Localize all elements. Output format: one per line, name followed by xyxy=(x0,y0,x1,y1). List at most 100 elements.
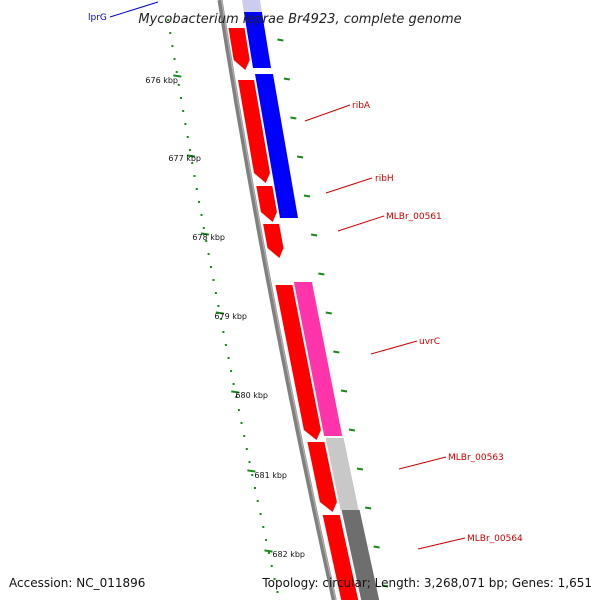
cds-uvrc xyxy=(275,285,321,440)
tick-dot xyxy=(173,58,176,60)
tick-outer xyxy=(373,545,380,549)
tick-outer xyxy=(310,233,318,237)
tick-dot xyxy=(214,292,217,294)
tick-label-676: 676 kbp xyxy=(145,76,178,85)
tick-dot xyxy=(227,357,230,359)
tick-outer xyxy=(381,584,389,588)
tick-dot xyxy=(276,591,279,593)
tick-outer xyxy=(318,272,325,276)
gene-segment-top xyxy=(243,12,271,68)
line-mlbr-00561 xyxy=(337,215,385,232)
tick-dot xyxy=(177,84,180,86)
tick-dot xyxy=(230,370,233,372)
cds-segment-top xyxy=(228,28,250,70)
tick-dot xyxy=(265,539,268,541)
tick-dot xyxy=(251,474,254,476)
backbone-path xyxy=(217,0,337,600)
cds-ribh xyxy=(256,186,277,222)
backbone-highlight xyxy=(220,0,337,600)
tick-dot xyxy=(224,344,227,346)
tick-dot xyxy=(171,45,174,47)
tick-outer xyxy=(303,194,311,198)
tick-dot xyxy=(273,578,276,580)
tick-dot xyxy=(219,318,222,320)
misc-feature-uvrc xyxy=(293,282,343,436)
line-riba xyxy=(304,104,351,122)
tick-dot xyxy=(217,305,220,307)
gene-label-uvrc[interactable]: uvrC xyxy=(419,337,440,347)
tick-dot xyxy=(240,422,243,424)
gene-label-mlbr-00563[interactable]: MLBr_00563 xyxy=(448,453,504,463)
gene-mlbr-00564 xyxy=(341,510,380,600)
tick-label-679: 679 kbp xyxy=(214,312,247,321)
genome-title: Mycobacterium leprae Br4923, complete ge… xyxy=(138,12,461,27)
tick-dot xyxy=(262,526,265,528)
gene-riba-ribh xyxy=(255,74,298,218)
tick-outer xyxy=(356,467,364,471)
line-uvrc xyxy=(370,340,418,355)
tick-dot xyxy=(191,162,194,164)
cds-mlbr-00561 xyxy=(263,224,284,258)
gene-label-mlbr-00564[interactable]: MLBr_00564 xyxy=(467,534,523,544)
tick-dot xyxy=(237,409,240,411)
tick-dot xyxy=(167,19,170,21)
tick-dot xyxy=(222,331,225,333)
tick-outer xyxy=(290,116,297,120)
tick-dot xyxy=(182,110,185,112)
tick-dot xyxy=(235,396,238,398)
tick-major-4 xyxy=(231,390,240,394)
tick-major-2 xyxy=(200,232,210,236)
tick-dot xyxy=(259,513,262,515)
tick-dot xyxy=(232,383,235,385)
gene-segment-faded xyxy=(242,0,262,12)
tick-label-682: 682 kbp xyxy=(272,550,305,559)
tick-outer xyxy=(340,389,348,393)
tick-dot xyxy=(243,435,246,437)
tick-dot xyxy=(245,448,248,450)
tick-outer xyxy=(333,350,340,354)
line-mlbr-00564 xyxy=(417,537,466,550)
backbone-line xyxy=(217,0,337,600)
gene-label-riba[interactable]: ribA xyxy=(352,101,371,111)
tick-outer xyxy=(325,311,332,315)
tick-dot xyxy=(198,201,201,203)
gene-label-ribh[interactable]: ribH xyxy=(375,174,394,184)
tick-outer xyxy=(365,506,372,510)
gene-label-lprg[interactable]: lprG xyxy=(88,13,107,23)
tick-dot xyxy=(248,461,251,463)
tick-outer xyxy=(283,77,290,81)
line-lprg xyxy=(109,1,159,18)
cds-riba xyxy=(238,80,270,183)
tick-dot xyxy=(270,565,273,567)
gene-label-mlbr-00561[interactable]: MLBr_00561 xyxy=(386,212,442,222)
kbp-ticks xyxy=(167,19,389,593)
tick-dot xyxy=(205,240,208,242)
tick-dot xyxy=(180,97,182,99)
tick-major-6 xyxy=(264,549,273,553)
tick-label-677: 677 kbp xyxy=(168,154,201,163)
cds-mlbr-00564 xyxy=(322,515,359,600)
tick-dot xyxy=(186,136,189,138)
tick-dot xyxy=(210,266,212,268)
tick-major-1 xyxy=(186,154,196,158)
tick-label-680: 680 kbp xyxy=(235,391,268,400)
tick-outer xyxy=(277,38,284,42)
genome-summary-text: Topology: circular; Length: 3,268,071 bp… xyxy=(262,576,592,590)
tick-dot xyxy=(195,188,198,190)
tick-dot xyxy=(212,279,215,281)
tick-outer xyxy=(296,155,304,159)
tick-dot xyxy=(200,214,203,216)
tick-major-3 xyxy=(215,311,224,315)
gene-mlbr-00563 xyxy=(325,438,359,510)
feature-track xyxy=(228,0,380,600)
tick-dot xyxy=(193,175,196,177)
tick-dot xyxy=(256,500,259,502)
tick-dot xyxy=(202,227,205,229)
tick-dot xyxy=(169,32,172,34)
accession-text: Accession: NC_011896 xyxy=(9,576,146,590)
tick-dot xyxy=(188,149,191,151)
tick-outer xyxy=(348,428,356,432)
cds-mlbr-00563 xyxy=(307,442,337,512)
tick-major-0 xyxy=(173,74,182,78)
